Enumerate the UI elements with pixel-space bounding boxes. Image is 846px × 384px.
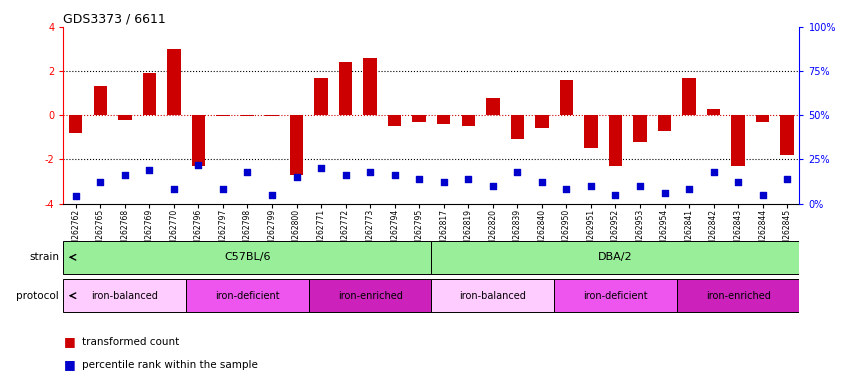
Text: ■: ■ [63, 335, 75, 348]
Bar [69, 115, 82, 133]
Point [289, 174, 303, 180]
Bar [431, 279, 554, 312]
Text: C57BL/6: C57BL/6 [224, 252, 271, 262]
Bar [266, 115, 278, 116]
Bar [511, 115, 524, 139]
Point [510, 169, 524, 175]
Text: iron-deficient: iron-deficient [215, 291, 280, 301]
Bar [732, 115, 744, 166]
Bar [431, 241, 799, 274]
Bar [486, 98, 499, 115]
Point [633, 183, 646, 189]
Text: iron-enriched: iron-enriched [338, 291, 403, 301]
Point [240, 169, 254, 175]
Text: GDS3373 / 6611: GDS3373 / 6611 [63, 13, 166, 26]
Bar [94, 86, 107, 115]
Bar [609, 115, 622, 166]
Bar [554, 279, 677, 312]
Point [486, 183, 499, 189]
Bar [781, 115, 794, 155]
Point [118, 172, 131, 178]
Point [216, 186, 229, 192]
Text: percentile rank within the sample: percentile rank within the sample [82, 360, 258, 370]
Bar [339, 62, 352, 115]
Point [755, 192, 769, 198]
Bar [585, 115, 597, 148]
Point [191, 162, 205, 168]
Bar [683, 78, 695, 115]
Bar [241, 115, 254, 116]
Bar [290, 115, 303, 175]
Text: iron-balanced: iron-balanced [91, 291, 158, 301]
Bar [63, 279, 186, 312]
Point [682, 186, 695, 192]
Point [780, 176, 794, 182]
Bar [634, 115, 646, 142]
Point [584, 183, 597, 189]
Point [93, 179, 107, 185]
Bar [315, 78, 327, 115]
Text: strain: strain [30, 252, 59, 262]
Bar [658, 115, 671, 131]
Bar [309, 279, 431, 312]
Point [265, 192, 278, 198]
Bar [388, 115, 401, 126]
Point [338, 172, 352, 178]
Point [461, 176, 475, 182]
Bar [118, 115, 131, 120]
Point [387, 172, 401, 178]
Point [657, 190, 671, 196]
Point [437, 179, 450, 185]
Bar [143, 73, 156, 115]
Bar [437, 115, 450, 124]
Point [412, 176, 426, 182]
Text: iron-enriched: iron-enriched [706, 291, 771, 301]
Text: iron-balanced: iron-balanced [459, 291, 526, 301]
Bar [707, 109, 720, 115]
Bar [217, 115, 229, 116]
Bar [364, 58, 376, 115]
Point [69, 194, 82, 200]
Point [167, 186, 180, 192]
Point [535, 179, 548, 185]
Text: transformed count: transformed count [82, 337, 179, 347]
Point [142, 167, 156, 173]
Text: protocol: protocol [16, 291, 59, 301]
Text: iron-deficient: iron-deficient [583, 291, 648, 301]
Text: DBA/2: DBA/2 [598, 252, 633, 262]
Bar [168, 49, 180, 115]
Bar [462, 115, 475, 126]
Point [314, 165, 327, 171]
Bar [413, 115, 426, 122]
Point [608, 192, 622, 198]
Bar [536, 115, 548, 128]
Point [559, 186, 573, 192]
Text: ■: ■ [63, 358, 75, 371]
Bar [63, 241, 431, 274]
Point [363, 169, 376, 175]
Bar [560, 80, 573, 115]
Bar [186, 279, 309, 312]
Bar [192, 115, 205, 166]
Point [706, 169, 720, 175]
Point [731, 179, 744, 185]
Bar [677, 279, 799, 312]
Bar [756, 115, 769, 122]
